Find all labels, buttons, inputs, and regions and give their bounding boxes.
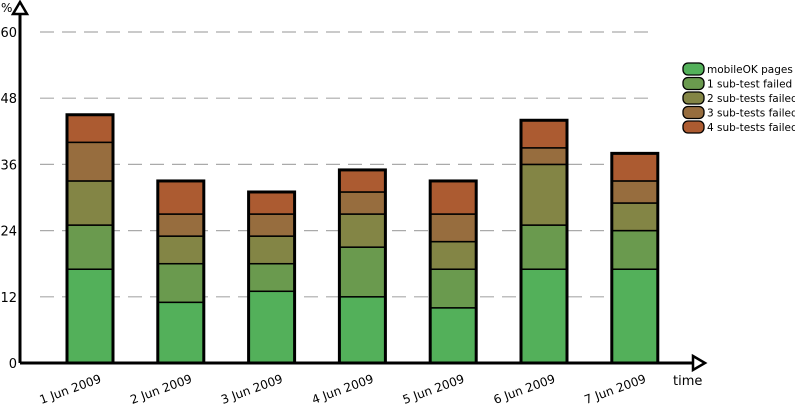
- bar-segment: [157, 180, 205, 215]
- bar-segment: [338, 246, 387, 298]
- bar-segment: [611, 180, 659, 204]
- bar-segment: [429, 240, 477, 270]
- legend-item: 1 sub-test failed: [682, 76, 792, 91]
- x-tick-label: 1 Jun 2009: [38, 372, 103, 405]
- y-tick-label: 36: [0, 158, 17, 173]
- x-tick-label: 3 Jun 2009: [219, 372, 284, 405]
- bar-segment: [157, 235, 205, 265]
- x-tick-label: 2 Jun 2009: [128, 372, 193, 405]
- legend-label: mobileOK pages: [707, 64, 793, 76]
- bar-stack: [337, 168, 387, 365]
- x-tick-label: 6 Jun 2009: [492, 372, 557, 405]
- bar-stack: [519, 118, 569, 365]
- bar-segment: [338, 169, 387, 193]
- bar-segment: [520, 147, 568, 166]
- bar-segment: [338, 296, 387, 364]
- legend-label: 3 sub-tests failed: [707, 108, 795, 120]
- legend-swatch: [682, 91, 705, 105]
- y-tick-label: 12: [0, 291, 17, 306]
- bar-stack: [428, 179, 478, 365]
- bar-segment: [157, 262, 205, 304]
- bar-segment: [66, 180, 114, 226]
- bar-segment: [338, 213, 387, 248]
- legend-item: mobileOK pages: [682, 62, 793, 76]
- bar-segment: [157, 301, 205, 364]
- bar-segment: [66, 224, 114, 270]
- bar-stack: [247, 190, 297, 365]
- bar-segment: [520, 119, 568, 149]
- y-axis-label: %: [1, 1, 12, 15]
- bar-segment: [247, 235, 296, 265]
- legend-item: 3 sub-tests failed: [682, 105, 795, 120]
- bars: [65, 113, 660, 365]
- bar-segment: [611, 152, 659, 182]
- bar-segment: [520, 268, 568, 364]
- bar-segment: [247, 290, 296, 364]
- legend-item: 2 sub-tests failed: [682, 91, 795, 105]
- y-axis-arrow: [10, 0, 30, 16]
- bar-segment: [247, 213, 296, 237]
- y-tick-label: 60: [0, 26, 17, 41]
- bar-segment: [66, 268, 114, 364]
- bar-segment: [66, 141, 114, 182]
- x-tick-label: 4 Jun 2009: [310, 372, 375, 405]
- bar-segment: [429, 213, 477, 243]
- bar-segment: [429, 268, 477, 309]
- legend-label: 4 sub-tests failed: [707, 122, 795, 134]
- bar-segment: [520, 163, 568, 226]
- x-tick-labels: 1 Jun 2009 2 Jun 2009 3 Jun 2009 4 Jun 2009…: [38, 372, 648, 407]
- x-tick-label: 7 Jun 2009: [582, 372, 647, 405]
- bar-stack: [156, 179, 206, 365]
- bar-segment: [429, 307, 477, 364]
- legend-swatch: [682, 76, 705, 91]
- bar-segment: [247, 262, 296, 293]
- x-tick-label: 5 Jun 2009: [401, 372, 466, 405]
- bar-segment: [520, 224, 568, 270]
- bar-segment: [611, 202, 659, 232]
- legend: mobileOK pages 1 sub-test failed 2 sub-tes…: [682, 62, 795, 134]
- y-tick-label: 0: [9, 357, 17, 372]
- bar-segment: [66, 114, 114, 144]
- legend-label: 2 sub-tests failed: [707, 93, 795, 105]
- bar-segment: [338, 191, 387, 215]
- axes: % time: [1, 0, 708, 389]
- legend-swatch: [682, 120, 705, 134]
- legend-swatch: [682, 105, 705, 120]
- bar-segment: [429, 180, 477, 215]
- bar-segment: [247, 191, 296, 215]
- bar-stack: [610, 151, 660, 365]
- bar-segment: [611, 268, 659, 364]
- legend-label: 1 sub-test failed: [707, 79, 792, 91]
- y-tick-label: 48: [0, 92, 17, 107]
- x-axis-arrow: [691, 353, 708, 373]
- bar-segment: [157, 213, 205, 237]
- y-tick-label: 24: [0, 225, 17, 240]
- bar-stack: [65, 113, 115, 365]
- legend-swatch: [682, 62, 705, 76]
- legend-item: 4 sub-tests failed: [682, 120, 795, 134]
- bar-segment: [611, 229, 659, 270]
- y-tick-labels: 0 12 24 36 48 60: [0, 26, 17, 372]
- x-axis-label: time: [673, 374, 702, 389]
